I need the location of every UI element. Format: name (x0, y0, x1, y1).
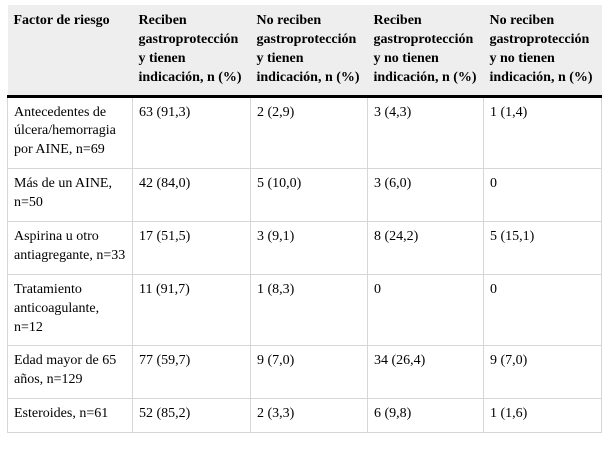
value-cell: 11 (91,7) (132, 273, 251, 347)
table-row: Tratamiento anticoagulante, n=12 11 (91,7… (7, 273, 602, 347)
row-label-cell: Esteroides, n=61 (7, 398, 133, 434)
value-cell: 9 (7,0) (483, 345, 602, 400)
header-cell-noreceive-notindicated: No reciben gastroprotección y no tienen … (483, 5, 602, 98)
table-header: Factor de riesgo Reciben gastroprotecció… (7, 5, 602, 98)
header-cell-factor: Factor de riesgo (7, 5, 133, 98)
value-cell: 52 (85,2) (132, 398, 251, 434)
table-row: Antecedentes de úlcera/hemorragia por AI… (7, 95, 602, 170)
header-cell-receive-indicated: Reciben gastroprotección y tienen indica… (132, 5, 251, 98)
value-cell: 1 (8,3) (250, 273, 368, 347)
value-cell: 0 (367, 273, 484, 347)
row-label-cell: Más de un AINE, n=50 (7, 168, 133, 223)
table-row: Edad mayor de 65 años, n=129 77 (59,7) 9 (… (7, 345, 602, 400)
header-cell-noreceive-indicated: No reciben gastroprotección y tienen ind… (250, 5, 368, 98)
table-container: Factor de riesgo Reciben gastroprotecció… (7, 5, 602, 434)
value-cell: 0 (483, 273, 602, 347)
value-cell: 77 (59,7) (132, 345, 251, 400)
header-cell-receive-notindicated: Reciben gastroprotección y no tienen ind… (367, 5, 484, 98)
value-cell: 42 (84,0) (132, 168, 251, 223)
value-cell: 17 (51,5) (132, 221, 251, 275)
value-cell: 63 (91,3) (132, 95, 251, 170)
value-cell: 3 (6,0) (367, 168, 484, 223)
value-cell: 3 (4,3) (367, 95, 484, 170)
value-cell: 2 (3,3) (250, 398, 368, 434)
value-cell: 6 (9,8) (367, 398, 484, 434)
value-cell: 0 (483, 168, 602, 223)
value-cell: 3 (9,1) (250, 221, 368, 275)
risk-factor-table: Factor de riesgo Reciben gastroprotecció… (7, 5, 602, 434)
header-row: Factor de riesgo Reciben gastroprotecció… (7, 5, 602, 98)
row-label-cell: Tratamiento anticoagulante, n=12 (7, 273, 133, 347)
value-cell: 8 (24,2) (367, 221, 484, 275)
value-cell: 1 (1,4) (483, 95, 602, 170)
value-cell: 34 (26,4) (367, 345, 484, 400)
table-row: Más de un AINE, n=50 42 (84,0) 5 (10,0) 3 (… (7, 168, 602, 223)
row-label-cell: Aspirina u otro antiagregante, n=33 (7, 221, 133, 275)
value-cell: 5 (10,0) (250, 168, 368, 223)
row-label-cell: Antecedentes de úlcera/hemorragia por AI… (7, 95, 133, 170)
table-row: Aspirina u otro antiagregante, n=33 17 (5… (7, 221, 602, 275)
value-cell: 1 (1,6) (483, 398, 602, 434)
value-cell: 9 (7,0) (250, 345, 368, 400)
table-row: Esteroides, n=61 52 (85,2) 2 (3,3) 6 (9,8) 1… (7, 398, 602, 434)
table-body: Antecedentes de úlcera/hemorragia por AI… (7, 95, 602, 434)
value-cell: 5 (15,1) (483, 221, 602, 275)
value-cell: 2 (2,9) (250, 95, 368, 170)
row-label-cell: Edad mayor de 65 años, n=129 (7, 345, 133, 400)
